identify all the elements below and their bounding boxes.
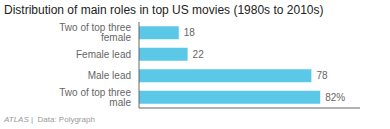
svg-text:22: 22 (193, 49, 205, 60)
svg-text:78: 78 (316, 70, 328, 81)
svg-text:Male lead: Male lead (88, 70, 131, 81)
svg-text:Female lead: Female lead (76, 49, 131, 60)
html-text:ATLAS | Data: Polygraph: ATLAS | Data: Polygraph (4, 115, 95, 124)
svg-text:Two of top threefemale: Two of top threefemale (59, 22, 131, 43)
html-text:Distribution of main roles in: Distribution of main roles in top US mov… (4, 3, 324, 17)
svg-text:82%: 82% (325, 92, 345, 103)
svg-text:Two of top threemale: Two of top threemale (59, 87, 131, 108)
svg-text:18: 18 (184, 27, 196, 38)
